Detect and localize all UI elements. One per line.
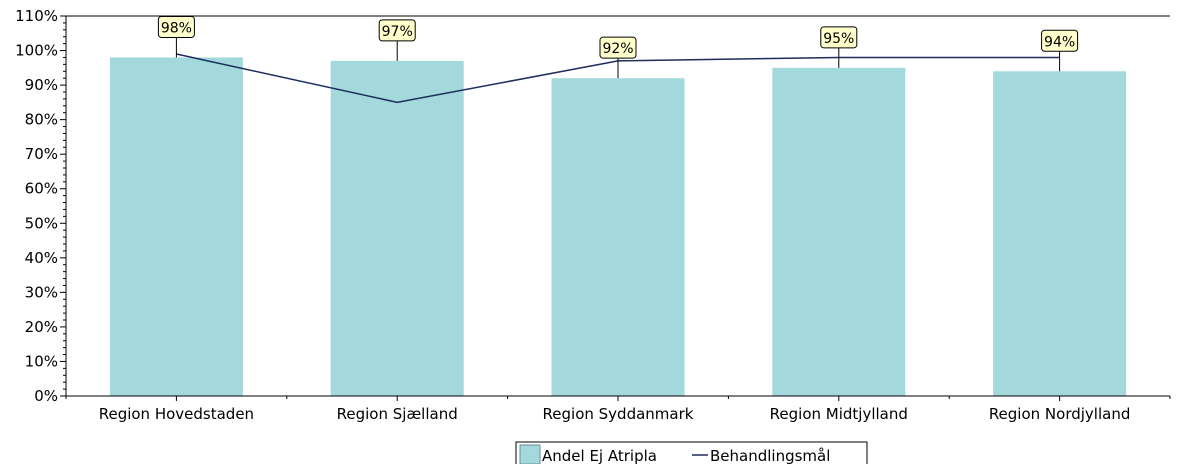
y-tick-label: 100%	[15, 42, 58, 60]
legend-label: Behandlingsmål	[710, 447, 830, 464]
y-tick-label: 30%	[25, 283, 58, 301]
x-tick-label: Region Nordjylland	[989, 405, 1131, 423]
y-tick-label: 0%	[34, 387, 58, 405]
y-tick-label: 60%	[25, 180, 58, 198]
y-axis: 0% 10% 20% 30% 40% 50% 60% 70% 80% 90% 100% 110%	[15, 7, 1170, 405]
x-tick-label: Region Midtjylland	[770, 405, 908, 423]
y-tick-label: 110%	[15, 7, 58, 25]
x-tick-label: Region Syddanmark	[543, 405, 694, 423]
data-label-box	[378, 19, 416, 42]
x-tick-label: Region Hovedstaden	[99, 405, 254, 423]
y-tick-label: 50%	[25, 214, 58, 232]
y-tick-label: 80%	[25, 111, 58, 129]
legend-swatch-bar	[519, 444, 541, 464]
x-axis: Region Hovedstaden Region Sjælland Region …	[65, 395, 1171, 423]
legend: Andel Ej Atripla Behandlingsmål	[515, 441, 868, 464]
data-label-box	[820, 26, 858, 49]
data-label: 97%	[382, 24, 413, 40]
legend-box	[515, 441, 868, 464]
y-tick-label: 20%	[25, 318, 58, 336]
data-label: 95%	[823, 31, 854, 47]
data-label: 94%	[1044, 34, 1075, 50]
bar	[993, 71, 1127, 396]
legend-label: Andel Ej Atripla	[542, 447, 657, 464]
bars	[109, 57, 1127, 397]
data-label-box	[1041, 29, 1079, 52]
bar	[330, 60, 464, 397]
bar	[109, 57, 243, 397]
y-tick-label: 10%	[25, 352, 58, 370]
y-tick-label: 90%	[25, 76, 58, 94]
data-label-box	[599, 36, 637, 59]
data-label: 98%	[161, 20, 192, 36]
x-tick-label: Region Sjælland	[337, 405, 458, 423]
y-tick-label: 70%	[25, 145, 58, 163]
data-label: 92%	[602, 41, 633, 57]
y-tick-label: 40%	[25, 249, 58, 267]
bar	[551, 78, 685, 396]
data-label-box	[157, 15, 195, 38]
data-labels: 98% 97% 92% 95% 94%	[157, 15, 1079, 79]
bar	[772, 67, 906, 397]
